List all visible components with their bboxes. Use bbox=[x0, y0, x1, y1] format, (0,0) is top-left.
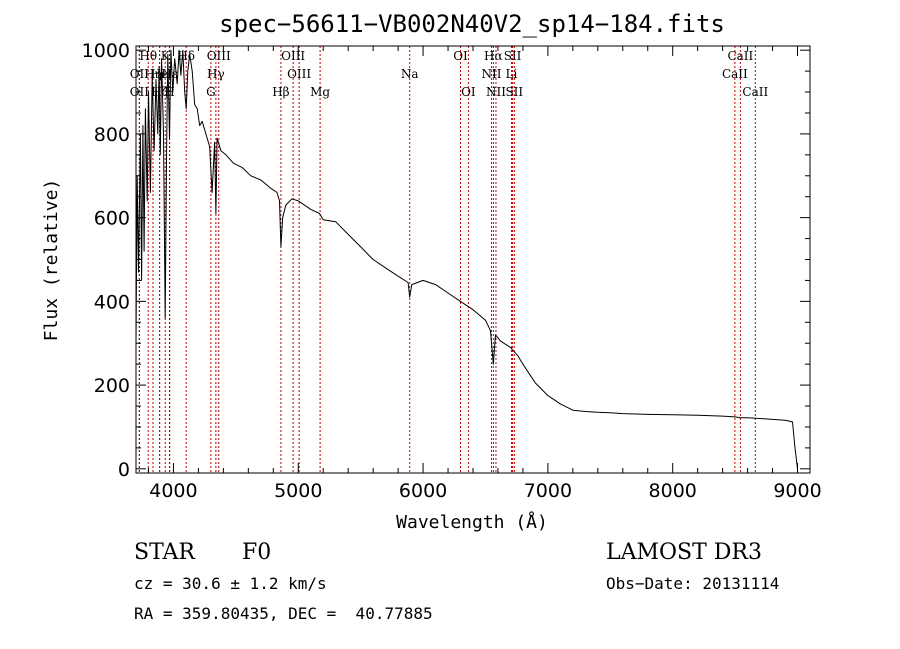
spectral-line-markers bbox=[138, 46, 756, 473]
spectral-line-label: OI bbox=[453, 49, 468, 63]
axis-ticks bbox=[136, 46, 810, 473]
spectral-line-label: SII bbox=[504, 49, 522, 63]
axis-tick-labels: 4000 5000 6000 7000 8000 9000 0 200 400 600 800 100… bbox=[82, 40, 822, 502]
spectral-line-label: Hβ bbox=[272, 85, 289, 99]
spectral-line-label: OII bbox=[130, 67, 150, 81]
spectral-line-label: CaII bbox=[742, 85, 768, 99]
series-line-spectrum bbox=[135, 49, 798, 469]
x-tick-label: 7000 bbox=[524, 480, 572, 502]
x-tick-label: 4000 bbox=[149, 480, 197, 502]
coordinates-text: RA = 359.80435, DEC = 40.77885 bbox=[134, 604, 433, 623]
spectral-line-label: CaII bbox=[722, 67, 748, 81]
spectral-line-label: Mg bbox=[310, 85, 330, 99]
spectral-line-label: Na bbox=[401, 67, 419, 81]
spectral-line-label: NII bbox=[486, 85, 506, 99]
y-tick-label: 400 bbox=[94, 291, 130, 313]
spectral-line-label: OIII bbox=[281, 49, 305, 63]
spectral-line-label: Hγ bbox=[207, 67, 225, 81]
y-tick-label: 800 bbox=[94, 124, 130, 146]
redshift-text: cz = 30.6 ± 1.2 km/s bbox=[134, 574, 327, 593]
survey-label: LAMOST DR3 bbox=[606, 540, 762, 565]
class-label: STAR bbox=[134, 540, 195, 565]
spectral-line-label: Li bbox=[506, 67, 518, 81]
spectral-line-label: OIII bbox=[287, 67, 311, 81]
spectral-line-label: G bbox=[206, 85, 216, 99]
x-tick-label: 5000 bbox=[274, 480, 322, 502]
spectral-line-label: Hθ bbox=[139, 49, 157, 63]
x-tick-label: 9000 bbox=[773, 480, 821, 502]
y-tick-label: 0 bbox=[118, 459, 130, 481]
y-tick-label: 1000 bbox=[82, 40, 130, 62]
spectral-line-label: NII bbox=[481, 67, 501, 81]
chart-title: spec−56611−VB002N40V2_sp14−184.fits bbox=[219, 10, 725, 38]
x-tick-label: 8000 bbox=[649, 480, 697, 502]
plot-frame bbox=[135, 45, 811, 474]
spectral-line-label: H bbox=[164, 85, 174, 99]
spectral-line-label: Hη bbox=[144, 67, 162, 81]
series-layer bbox=[135, 49, 798, 469]
x-axis-label: Wavelength (Å) bbox=[396, 511, 548, 533]
obs-date-text: Obs−Date: 20131114 bbox=[606, 574, 780, 593]
spectral-line-label: OI bbox=[461, 85, 476, 99]
y-tick-label: 200 bbox=[94, 375, 130, 397]
spectral-line-label: K bbox=[161, 49, 171, 63]
spectral-line-label: OIII bbox=[207, 49, 231, 63]
y-tick-label: 600 bbox=[94, 208, 130, 230]
x-tick-label: 6000 bbox=[399, 480, 447, 502]
y-axis-label: Flux (relative) bbox=[41, 179, 62, 342]
spectral-line-label: Hα bbox=[484, 49, 503, 63]
spectral-line-label: CaII bbox=[727, 49, 753, 63]
spectral-line-label: SII bbox=[505, 85, 523, 99]
subclass-label: F0 bbox=[242, 540, 272, 565]
